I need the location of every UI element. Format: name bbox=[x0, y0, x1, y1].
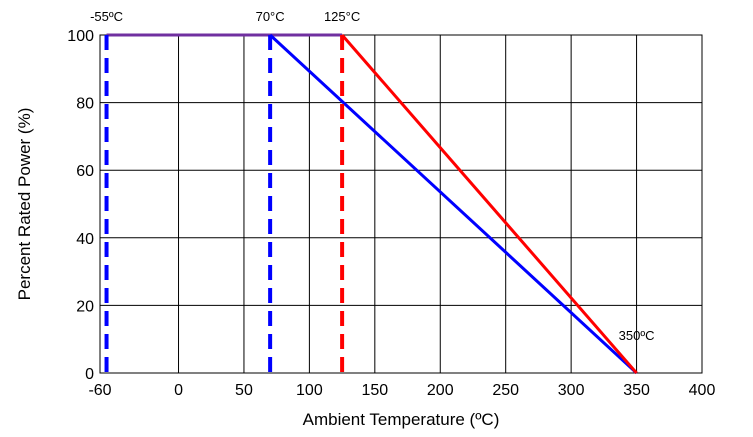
series-layer bbox=[106, 33, 638, 375]
x-tick-label-7: 300 bbox=[558, 382, 585, 399]
vline-label-1: 70°C bbox=[256, 9, 285, 24]
y-tick-label-5: 100 bbox=[67, 28, 94, 45]
x-tick-label-9: 400 bbox=[689, 382, 716, 399]
grid bbox=[99, 34, 703, 374]
y-tick-label-4: 80 bbox=[76, 96, 94, 113]
annotation-0: 350ºC bbox=[619, 328, 655, 343]
x-tick-label-4: 150 bbox=[361, 382, 388, 399]
x-tick-label-6: 250 bbox=[492, 382, 519, 399]
vline-label-0: -55ºC bbox=[90, 9, 123, 24]
x-tick-label-8: 350 bbox=[623, 382, 650, 399]
vline-label-2: 125°C bbox=[324, 9, 360, 24]
y-tick-label-3: 60 bbox=[76, 163, 94, 180]
annotations: 350ºC bbox=[619, 328, 655, 343]
x-tick-label-5: 200 bbox=[427, 382, 454, 399]
x-tick-label-3: 100 bbox=[296, 382, 323, 399]
series-line-2 bbox=[340, 34, 638, 374]
y-tick-label-2: 40 bbox=[76, 231, 94, 248]
y-axis-title: Percent Rated Power (%) bbox=[15, 108, 34, 301]
plot-frame bbox=[99, 34, 703, 374]
y-tick-label-1: 20 bbox=[76, 298, 94, 315]
x-axis-title: Ambient Temperature (ºC) bbox=[303, 410, 500, 429]
y-tick-label-0: 0 bbox=[85, 366, 94, 383]
x-tick-label-0: -60 bbox=[88, 382, 111, 399]
x-tick-label-1: 0 bbox=[174, 382, 183, 399]
x-tick-label-2: 50 bbox=[235, 382, 253, 399]
series-line-1 bbox=[269, 33, 638, 375]
reference-lines: -55ºC 70°C 125°C bbox=[90, 9, 360, 373]
